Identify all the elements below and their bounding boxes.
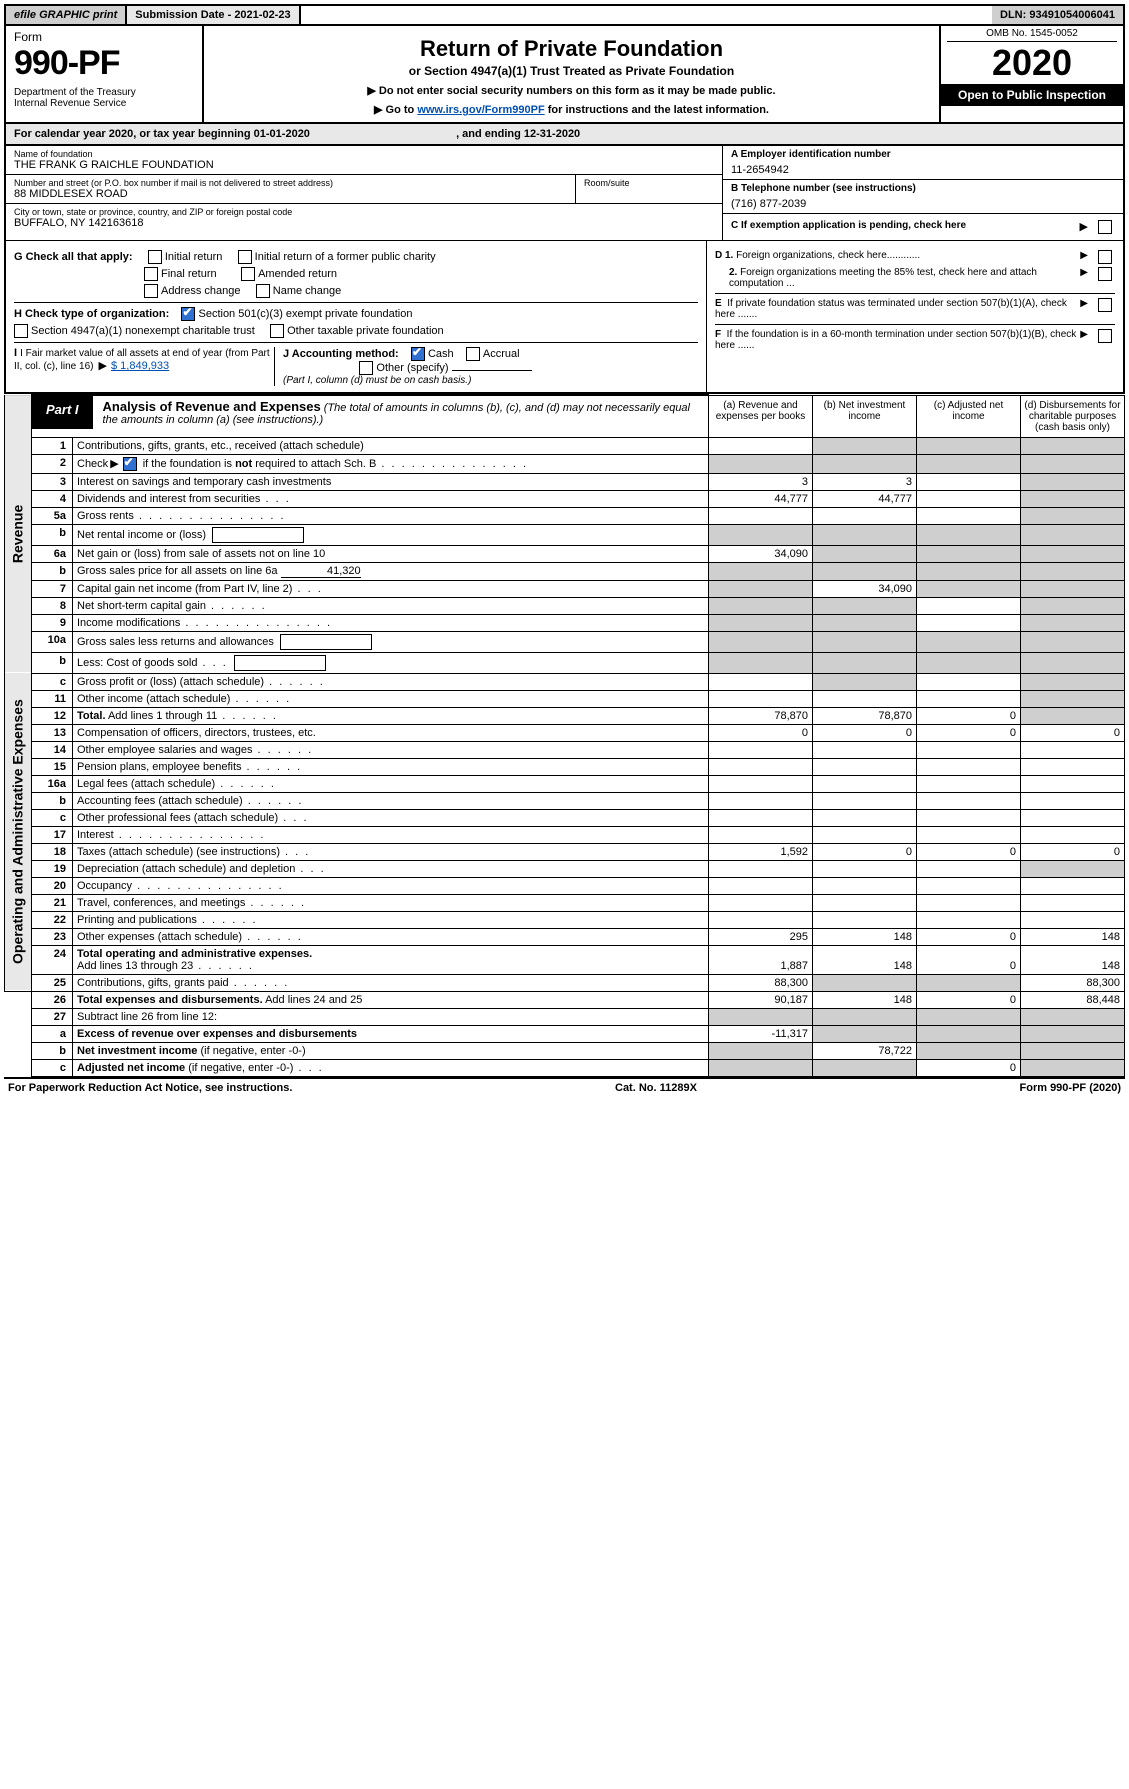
row-27a: aExcess of revenue over expenses and dis… [5,1025,1125,1042]
row-4: 4Dividends and interest from securities4… [5,490,1125,507]
checkbox-d2[interactable] [1098,267,1112,281]
checkbox-501c3[interactable] [181,307,195,321]
row-22: 22Printing and publications [5,911,1125,928]
row-7: 7Capital gain net income (from Part IV, … [5,580,1125,597]
irs-link[interactable]: www.irs.gov/Form990PF [417,104,544,116]
row-3: 3Interest on savings and temporary cash … [5,473,1125,490]
ein: 11-2654942 [731,164,1115,176]
checkbox-f[interactable] [1098,329,1112,343]
row-16b: bAccounting fees (attach schedule) [5,792,1125,809]
form-subtitle: or Section 4947(a)(1) Trust Treated as P… [214,64,929,78]
checkbox-name-change[interactable] [256,284,270,298]
omb-number: OMB No. 1545-0052 [947,28,1117,42]
entity-block: Name of foundation THE FRANK G RAICHLE F… [4,146,1125,241]
top-bar: efile GRAPHIC print Submission Date - 20… [4,4,1125,26]
address-street: 88 MIDDLESEX ROAD [14,188,567,200]
row-11: 11Other income (attach schedule) [5,690,1125,707]
check-section: G Check all that apply: Initial return I… [4,241,1125,394]
irs-label: Internal Revenue Service [14,98,194,109]
row-6a: 6aNet gain or (loss) from sale of assets… [5,545,1125,562]
row-1: 1Contributions, gifts, grants, etc., rec… [5,437,1125,454]
row-21: 21Travel, conferences, and meetings [5,894,1125,911]
row-5b: bNet rental income or (loss) [5,524,1125,545]
form-number: 990-PF [14,44,194,83]
paperwork-notice: For Paperwork Reduction Act Notice, see … [8,1082,292,1094]
row-23: 23Other expenses (attach schedule)295148… [5,928,1125,945]
checkbox-e[interactable] [1098,298,1112,312]
form-title: Return of Private Foundation [214,36,929,62]
row-19: 19Depreciation (attach schedule) and dep… [5,860,1125,877]
row-16c: cOther professional fees (attach schedul… [5,809,1125,826]
efile-label: efile GRAPHIC print [6,6,127,24]
open-to-public: Open to Public Inspection [941,84,1123,106]
dept-label: Department of the Treasury [14,87,194,98]
col-d-header: (d) Disbursements for charitable purpose… [1021,395,1125,437]
form-ref: Form 990-PF (2020) [1020,1082,1122,1094]
row-10a: 10aGross sales less returns and allowanc… [5,631,1125,652]
tax-year: 2020 [947,42,1117,84]
checkbox-initial-return[interactable] [148,250,162,264]
row-12: 12Total. Total. Add lines 1 through 11Ad… [5,707,1125,724]
period-begin: 01-01-2020 [254,128,310,140]
checkbox-4947[interactable] [14,324,28,338]
phone: (716) 877-2039 [731,198,1115,210]
row-9: 9Income modifications [5,614,1125,631]
checkbox-final-return[interactable] [144,267,158,281]
checkbox-amended[interactable] [241,267,255,281]
row-18: 18Taxes (attach schedule) (see instructi… [5,843,1125,860]
row-26: 26Total expenses and disbursements. Add … [5,991,1125,1008]
row-27b: bNet investment income (if negative, ent… [5,1042,1125,1059]
submission-date: Submission Date - 2021-02-23 [127,6,300,24]
form-title-block: Return of Private Foundation or Section … [204,26,939,122]
row-8: 8Net short-term capital gain [5,597,1125,614]
col-b-header: (b) Net investment income [813,395,917,437]
checkbox-sch-b[interactable] [123,457,137,471]
checkbox-initial-former[interactable] [238,250,252,264]
row-25: 25Contributions, gifts, grants paid88,30… [5,974,1125,991]
row-27: 27Subtract line 26 from line 12: [5,1008,1125,1025]
checkbox-other-method[interactable] [359,361,373,375]
period-end: 12-31-2020 [524,128,580,140]
row-24: 24Total operating and administrative exp… [5,945,1125,974]
tax-period-band: For calendar year 2020, or tax year begi… [4,124,1125,146]
col-c-header: (c) Adjusted net income [917,395,1021,437]
expenses-label: Operating and Administrative Expenses [5,673,32,991]
row-2: 2Check if the foundation is not required… [5,454,1125,473]
address-city: BUFFALO, NY 142163618 [14,217,714,229]
part1-tab: Part I [32,396,93,429]
row-10b: bLess: Cost of goods sold [5,652,1125,673]
year-block: OMB No. 1545-0052 2020 Open to Public In… [939,26,1123,122]
row-6b: bGross sales price for all assets on lin… [5,562,1125,580]
row-17: 17Interest [5,826,1125,843]
checkbox-cash[interactable] [411,347,425,361]
row-20: 20Occupancy [5,877,1125,894]
row-5a: 5aGross rents [5,507,1125,524]
row-15: 15Pension plans, employee benefits [5,758,1125,775]
checkbox-other-taxable[interactable] [270,324,284,338]
foundation-name: THE FRANK G RAICHLE FOUNDATION [14,159,714,171]
row-16a: 16aLegal fees (attach schedule) [5,775,1125,792]
ssn-warning: Do not enter social security numbers on … [214,84,929,97]
checkbox-accrual[interactable] [466,347,480,361]
checkbox-c[interactable] [1098,220,1112,234]
fmv-link[interactable]: $ 1,849,933 [111,360,169,372]
goto-note: Go to www.irs.gov/Form990PF for instruct… [214,103,929,116]
form-header: Form 990-PF Department of the Treasury I… [4,26,1125,124]
row-14: 14Other employee salaries and wages [5,741,1125,758]
page-footer: For Paperwork Reduction Act Notice, see … [4,1077,1125,1097]
row-27c: cAdjusted net income (if negative, enter… [5,1059,1125,1076]
form-id-block: Form 990-PF Department of the Treasury I… [6,26,204,122]
checkbox-address-change[interactable] [144,284,158,298]
part1-table: Revenue Part I Analysis of Revenue and E… [4,394,1125,1077]
checkbox-d1[interactable] [1098,250,1112,264]
catalog-no: Cat. No. 11289X [615,1082,697,1094]
row-10c: Operating and Administrative Expenses cG… [5,673,1125,690]
col-a-header: (a) Revenue and expenses per books [709,395,813,437]
revenue-label: Revenue [5,395,32,673]
dln-label: DLN: 93491054006041 [992,6,1123,24]
row-13: 13Compensation of officers, directors, t… [5,724,1125,741]
